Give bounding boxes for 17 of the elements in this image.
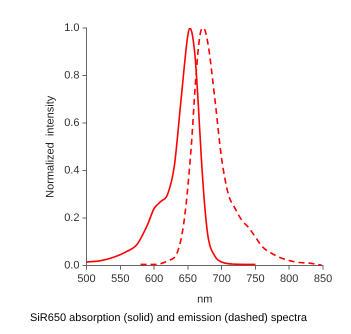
text: SiR650 absorption (solid) and emission (dashed) spectra [30,312,307,324]
x-tick-label: 700 [212,273,231,286]
x-tick-label: 850 [314,273,332,286]
x-axis-title: nm [197,293,212,306]
y-axis-title: Normalized intensity [44,95,57,198]
x-tick-label: 650 [178,273,198,286]
x-tick-label: 500 [77,273,96,286]
x-tick-label: 800 [280,273,298,286]
y-tick-label: 0.6 [64,117,80,130]
y-tick-label: 0.2 [64,212,80,224]
x-tick-label: 750 [246,273,265,286]
y-tick-label: 0.0 [64,260,80,272]
y-tick-label: 1.0 [64,22,80,34]
y-tick-label: 0.8 [64,70,80,82]
x-tick-label: 550 [111,273,130,286]
x-tick-label: 600 [144,273,164,286]
y-tick-label: 0.4 [64,164,80,177]
